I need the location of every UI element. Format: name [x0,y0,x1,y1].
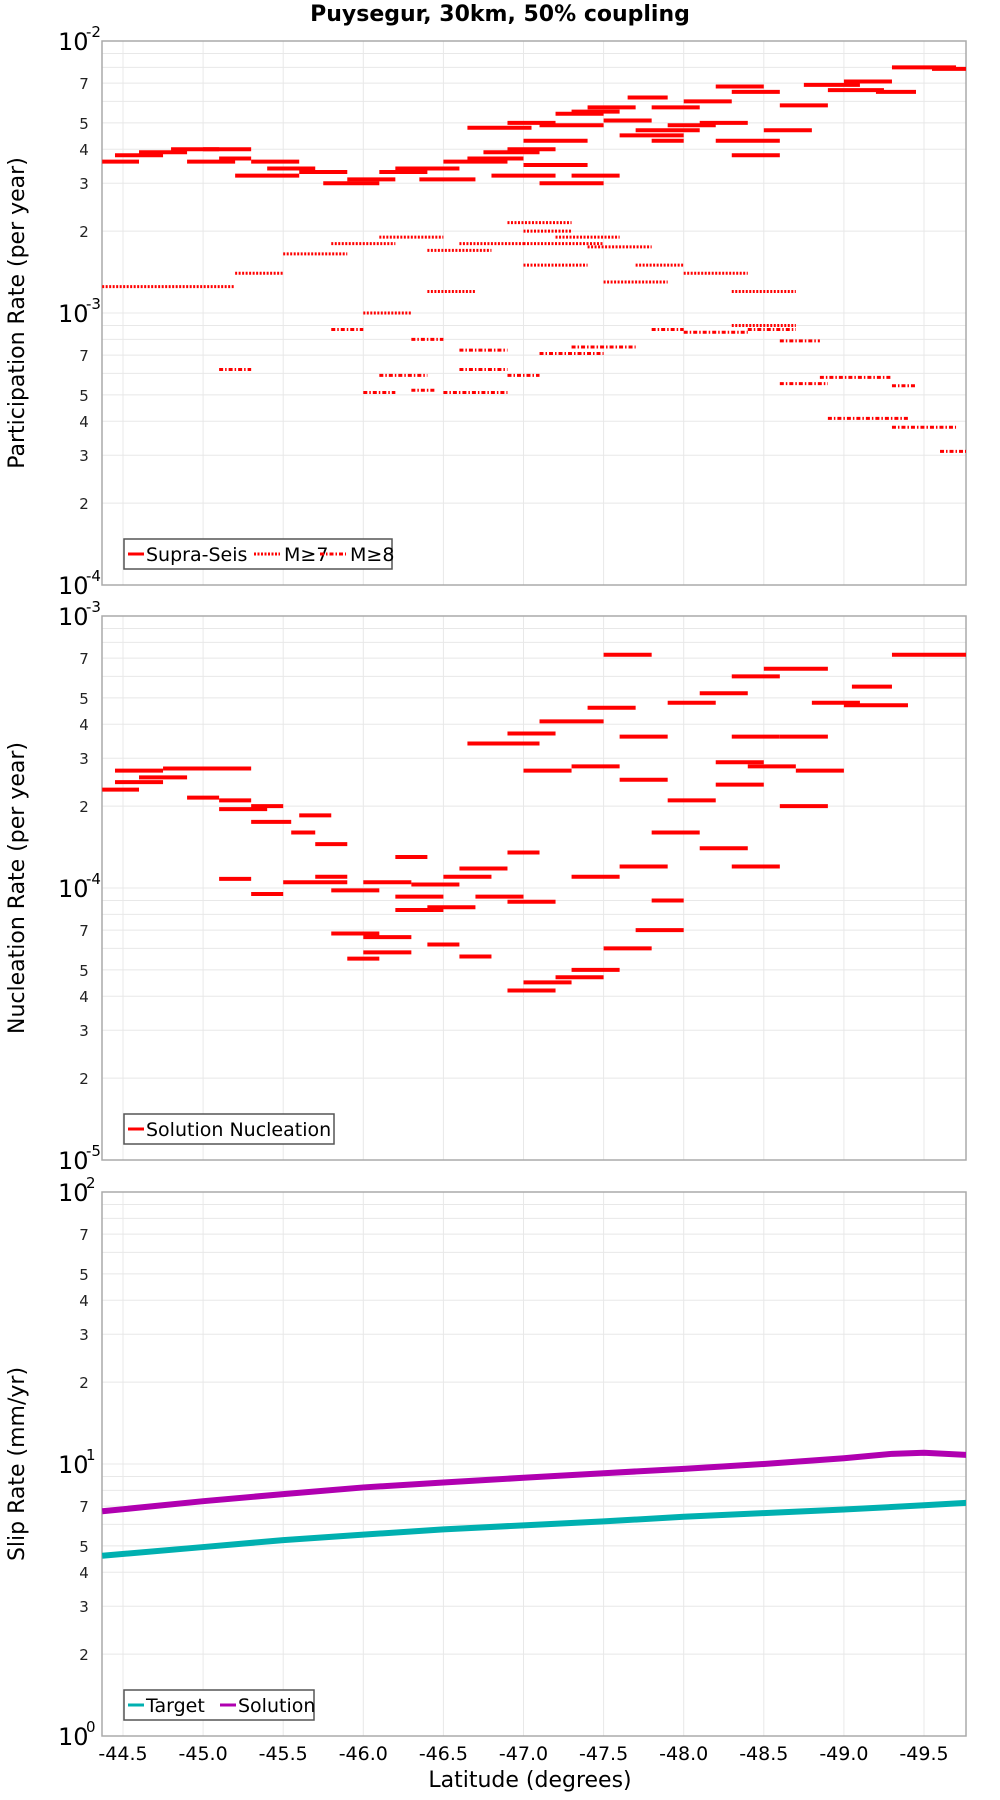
y-tick-minor: 3 [79,1598,89,1616]
y-tick-exponent: 2 [86,1174,96,1192]
y-tick-minor: 4 [79,988,89,1006]
y-tick-minor: 5 [79,115,89,133]
y-tick-minor: 4 [79,716,89,734]
series-solution-nucleation [102,652,966,993]
y-axis-label: Nucleation Rate (per year) [5,742,30,1034]
x-tick-label: -48.5 [739,1743,788,1765]
x-tick-label: -46.5 [419,1743,468,1765]
y-tick-minor: 2 [79,1646,89,1664]
x-tick-label: -47.0 [499,1743,548,1765]
chart-title: Puysegur, 30km, 50% coupling [310,2,690,27]
x-tick-label: -49.5 [899,1743,948,1765]
y-tick-minor: 3 [79,447,89,465]
y-tick-minor: 2 [79,1070,89,1088]
x-tick-label: -49.0 [819,1743,868,1765]
y-tick-exponent: -5 [86,1142,101,1160]
y-tick-exponent: -4 [86,870,101,888]
legend: Supra-Seis M≥7 M≥8 [123,538,394,570]
series-m-7 [102,221,796,327]
y-tick-minor: 4 [79,1564,89,1582]
y-tick-minor: 5 [79,962,89,980]
y-tick-minor: 3 [79,1326,89,1344]
y-tick-major: 10 [58,1451,89,1479]
series-m-8 [219,327,966,453]
y-tick-minor: 3 [79,175,89,193]
legend-item-label: M≥8 [350,544,394,566]
y-tick-major: 10 [58,572,89,600]
y-tick-minor: 2 [79,223,89,241]
y-axis-label: Slip Rate (mm/yr) [5,1367,30,1561]
series-solution [102,1449,966,1515]
legend-item-label: Solution Nucleation [146,1119,331,1141]
y-tick-minor: 7 [79,75,89,93]
plot-frame [101,1191,967,1737]
legend-item-label: M≥7 [284,544,328,566]
y-tick-major: 10 [58,1147,89,1175]
y-tick-major: 10 [58,875,89,903]
y-tick-exponent: 0 [86,1718,96,1736]
series-supra-seis [102,65,966,186]
y-tick-minor: 7 [79,347,89,365]
y-tick-exponent: -4 [86,567,101,585]
y-tick-minor: 5 [79,1266,89,1284]
y-tick-minor: 4 [79,413,89,431]
legend: Solution Nucleation [123,1113,335,1145]
data-layer [102,65,966,453]
y-tick-minor: 3 [79,750,89,768]
plot-frame [101,40,967,586]
y-tick-major: 10 [58,300,89,328]
y-tick-minor: 4 [79,141,89,159]
y-tick-exponent: -2 [86,23,101,41]
data-layer [102,1449,966,1559]
legend-item-label: Solution [238,1695,315,1717]
series-target [102,1499,966,1559]
y-tick-minor: 5 [79,387,89,405]
y-tick-minor: 3 [79,1022,89,1040]
y-tick-minor: 7 [79,650,89,668]
y-axis-label: Participation Rate (per year) [5,157,30,469]
x-axis-ticks: -44.5 -45.0 -45.5 -46.0 -46.5 -47.0 -47.5 -48.0… [98,1743,948,1765]
legend: Target Solution [123,1689,315,1721]
x-axis-label: Latitude (degrees) [428,1768,632,1793]
y-tick-major: 10 [58,603,89,631]
y-tick-minor: 5 [79,690,89,708]
y-tick-minor: 7 [79,1226,89,1244]
y-tick-exponent: -3 [86,295,101,313]
x-tick-label: -48.0 [659,1743,708,1765]
x-tick-label: -45.0 [179,1743,228,1765]
y-tick-minor: 2 [79,798,89,816]
y-tick-major: 10 [58,28,89,56]
y-tick-minor: 4 [79,1292,89,1310]
y-tick-major: 10 [58,1179,89,1207]
y-tick-minor: 2 [79,1374,89,1392]
y-tick-exponent: -3 [86,598,101,616]
y-tick-exponent: 1 [86,1446,96,1464]
legend-item-label: Target [145,1695,205,1717]
y-tick-minor: 7 [79,922,89,940]
legend-item-label: Supra-Seis [146,544,247,566]
y-tick-major: 10 [58,1723,89,1751]
x-tick-label: -44.5 [98,1743,147,1765]
x-tick-label: -46.0 [339,1743,388,1765]
y-tick-minor: 7 [79,1498,89,1516]
y-tick-minor: 5 [79,1538,89,1556]
data-layer [102,652,966,993]
y-tick-minor: 2 [79,495,89,513]
x-tick-label: -47.5 [579,1743,628,1765]
x-tick-label: -45.5 [259,1743,308,1765]
plot-frame [101,615,967,1161]
